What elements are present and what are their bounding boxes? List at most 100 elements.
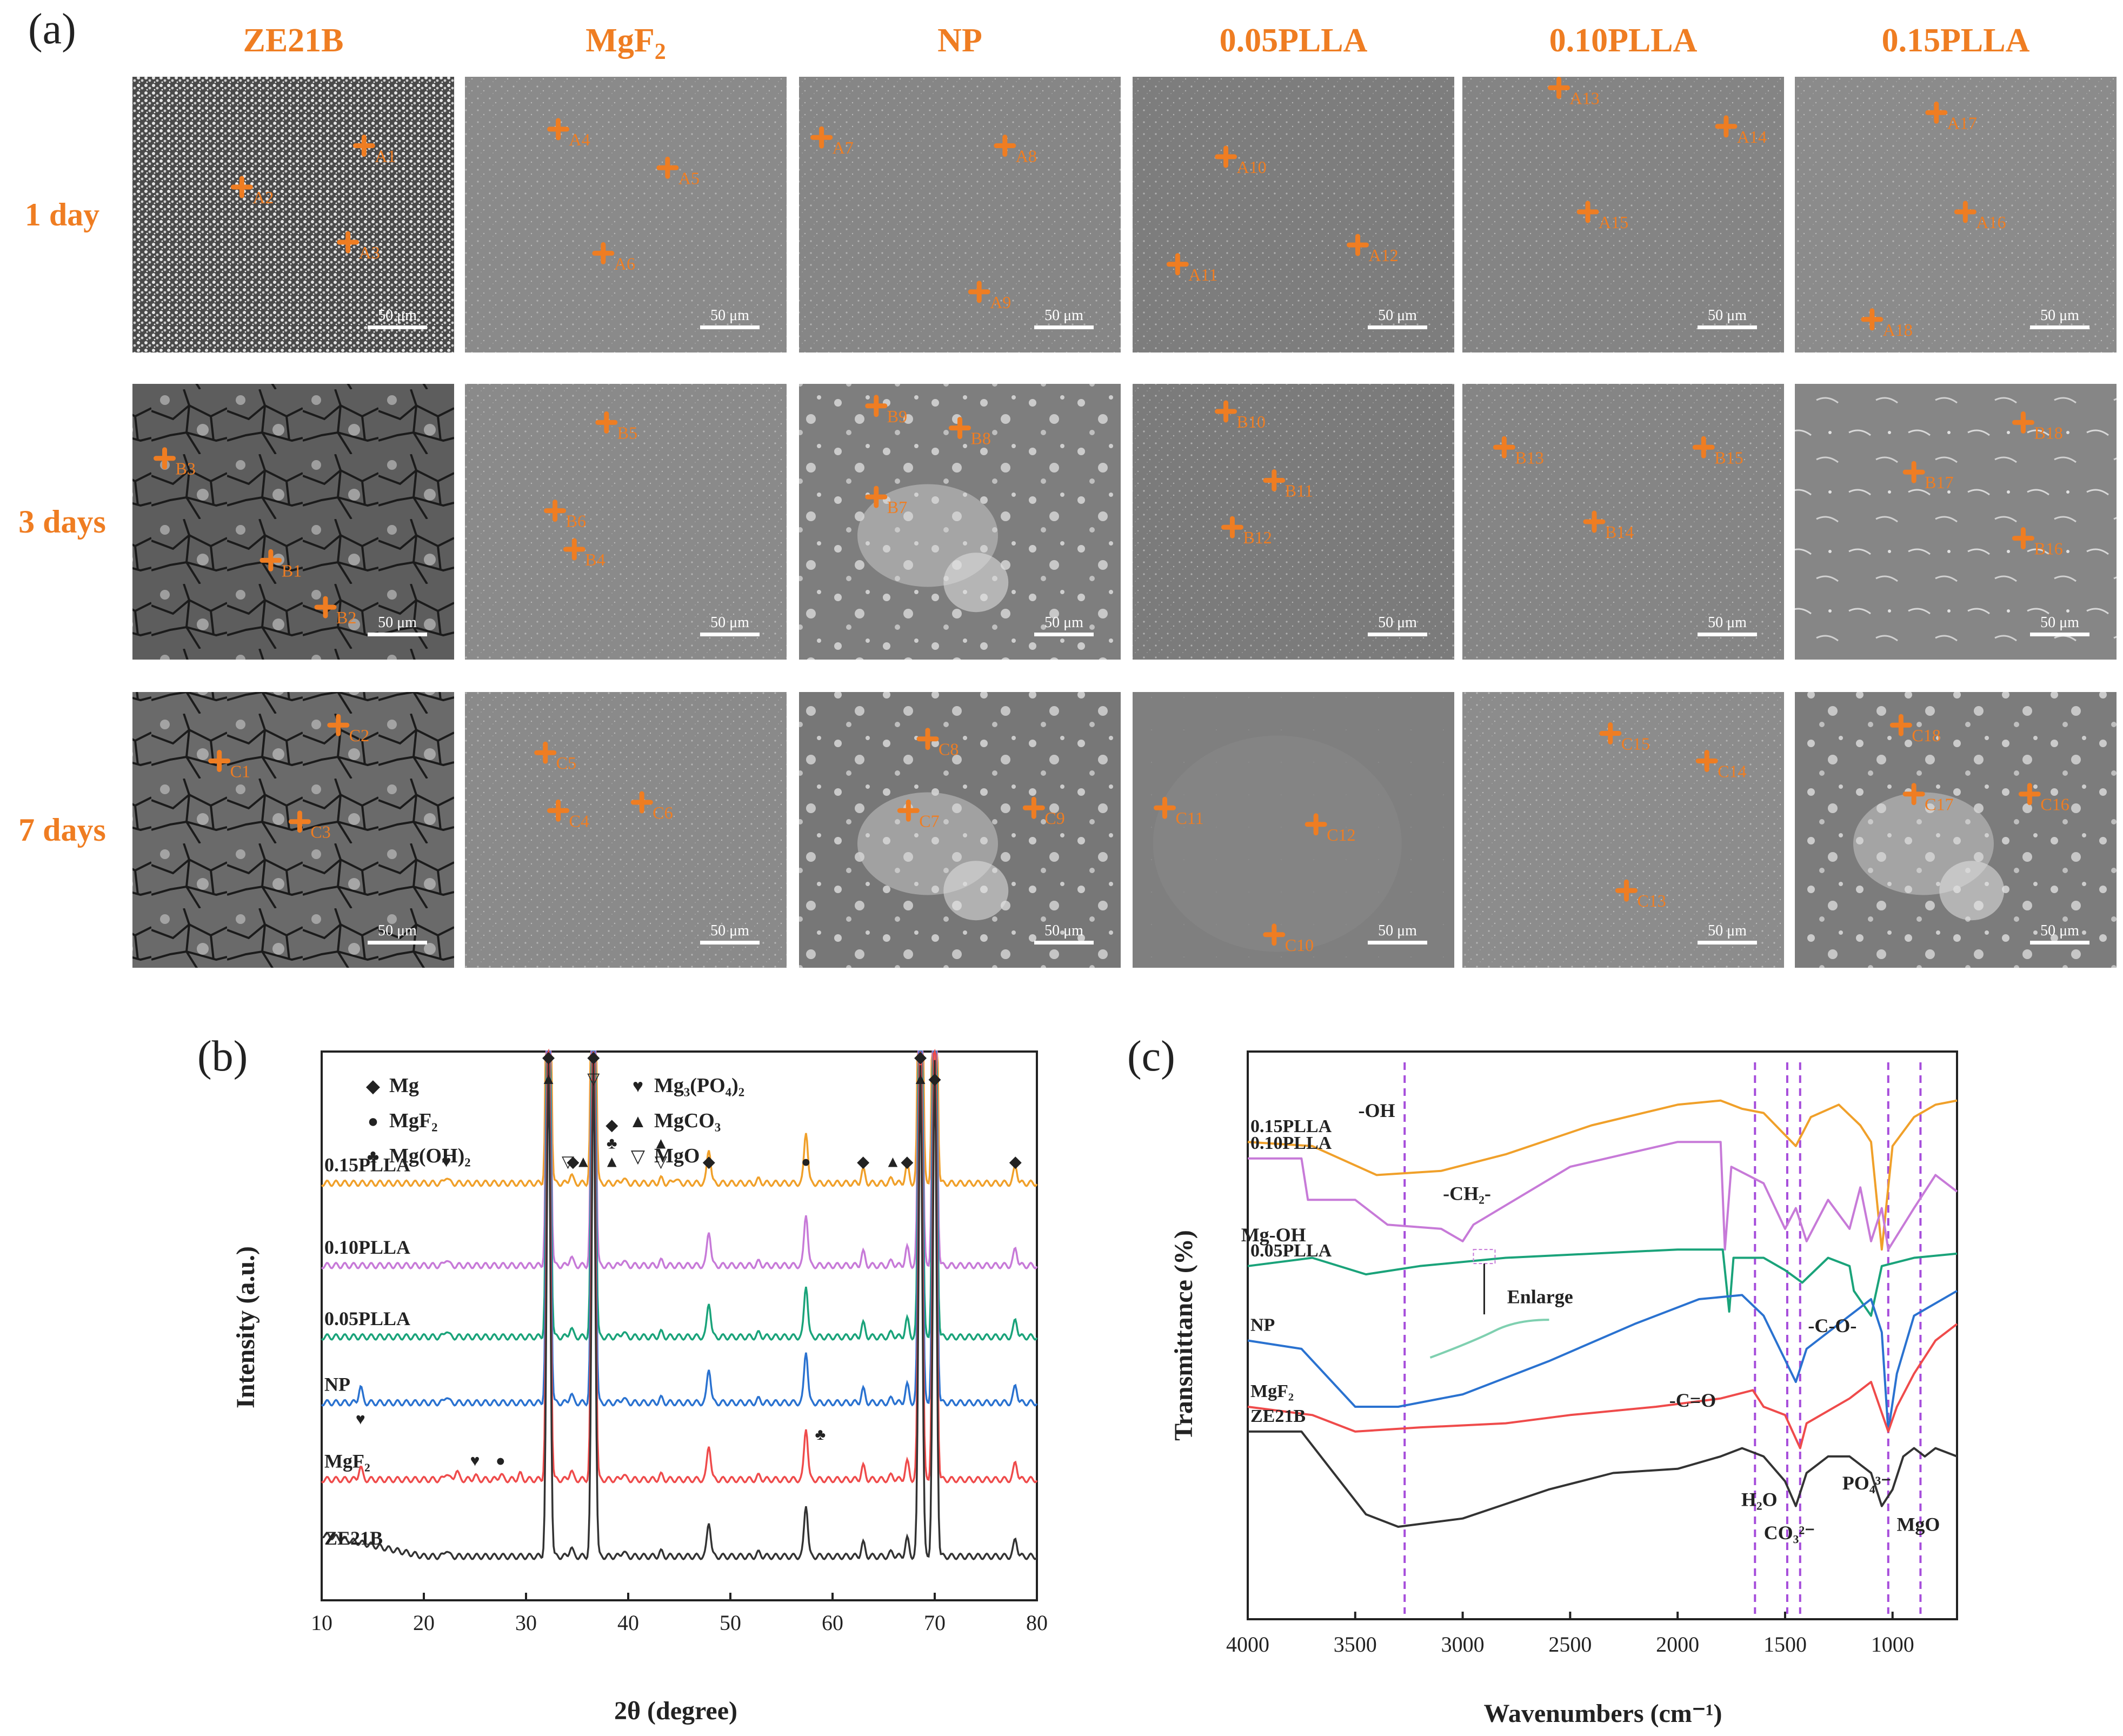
scale-bar-label: 50 μm [378,614,417,631]
point-label: C18 [1912,726,1940,745]
plus-marker-icon [1954,201,1976,223]
scale-bar-label: 50 μm [1044,922,1083,939]
phase-marker: ● [801,1153,811,1171]
point-label: A16 [1976,212,2006,232]
legend-label: MgCO₃ [654,1109,721,1132]
point-label: A10 [1237,157,1267,177]
analysis-point: B12 [1221,516,1272,547]
corrosion-cluster [943,553,1009,613]
legend-label: Mg₃(PO₄)₂ [654,1074,744,1097]
plus-marker-icon [208,750,231,772]
x-tick-label: 50 [720,1611,741,1635]
point-label: B14 [1605,522,1634,542]
analysis-point: B17 [1902,461,1953,492]
sem-image-texture [799,77,1121,352]
scale-bar-label: 50 μm [1708,307,1747,324]
analysis-point: C13 [1615,879,1666,910]
scale-bar [1698,633,1757,636]
analysis-point: A16 [1954,201,2006,232]
ftir-curve-label: 0.10PLLA [1250,1133,1332,1153]
analysis-point: C2 [327,714,369,745]
analysis-point: C4 [547,799,589,830]
band-annotation: CO₃²⁻ [1764,1522,1815,1544]
analysis-point: C17 [1902,783,1953,814]
phase-marker: ▽ [655,1153,667,1171]
analysis-point: C6 [630,791,673,822]
point-label: A2 [252,188,274,207]
phase-marker: ▲ [913,1070,929,1088]
scale-bar-label: 50 μm [378,922,417,939]
sem-image-texture [132,384,454,660]
analysis-point: A1 [352,135,396,166]
plus-marker-icon [1695,750,1718,772]
scale-bar-label: 50 μm [1378,307,1417,324]
point-label: B2 [336,608,356,627]
plus-marker-icon [314,596,337,618]
plus-marker-icon [1889,714,1912,736]
analysis-point: C18 [1889,714,1941,745]
analysis-point: C9 [1022,796,1065,828]
scale-bar [1034,941,1094,945]
sem-image-tile: 50 μm C1 C2 C3 [132,692,454,968]
x-tick-label: 2000 [1656,1632,1699,1657]
x-tick-label: 70 [924,1611,946,1635]
analysis-point: B2 [314,596,356,627]
analysis-point: B13 [1493,436,1544,467]
phase-marker: ◆ [914,1048,927,1066]
sem-image-texture [1133,384,1454,660]
phase-marker: ▲ [604,1153,620,1171]
sem-image-tile: 50 μm A4 A5 A6 [465,77,787,352]
phase-marker: ◆ [605,1116,618,1134]
plus-marker-icon [656,156,679,179]
analysis-point: B15 [1692,436,1743,467]
x-tick-label: 40 [617,1611,639,1635]
point-label: A6 [614,254,635,273]
plus-marker-icon [547,799,570,822]
scale-bar [1034,633,1094,636]
point-label: A1 [375,147,396,166]
point-label: C11 [1176,808,1204,828]
scale-bar [2030,941,2089,945]
x-tick-label: 60 [822,1611,843,1635]
plus-marker-icon [1263,923,1286,946]
analysis-point: B6 [544,500,586,531]
analysis-point: B14 [1583,510,1634,542]
scale-bar-label: 50 μm [1708,614,1747,631]
point-label: A14 [1737,127,1767,147]
scale-bar [700,941,760,945]
sem-image-tile: 50 μm C13 C14 C15 [1462,692,1784,968]
point-label: C3 [310,822,330,842]
band-annotation: -CH₂- [1443,1182,1491,1204]
analysis-point: B1 [259,549,302,580]
analysis-point: A7 [810,126,854,157]
sem-image-texture [132,692,454,968]
ftir-curve-label: NP [1250,1315,1275,1335]
scale-bar-label: 50 μm [2040,307,2079,324]
x-tick-label: 3500 [1334,1632,1377,1657]
band-annotation: -C-O- [1808,1315,1856,1336]
scale-bar [368,941,427,945]
scale-bar-label: 50 μm [1044,614,1083,631]
plus-marker-icon [1347,234,1369,256]
analysis-point: C16 [2018,783,2069,814]
scale-bar [1368,325,1427,329]
panel-c-label: (c) [1127,1033,1175,1080]
enlarged-curve [1429,1319,1549,1359]
analysis-point: A8 [994,135,1037,166]
analysis-point: B4 [563,538,605,569]
scale-bar [1698,941,1757,945]
point-label: A7 [833,138,854,157]
sem-image-tile: 50 μm A10 A11 A12 [1133,77,1454,352]
band-annotation: -OH [1359,1100,1395,1121]
phase-marker: ▲ [575,1153,591,1171]
sem-image-tile: 50 μm A7 A8 A9 [799,77,1121,352]
corrosion-cluster [943,861,1009,921]
column-header: 0.10PLLA [1549,22,1698,59]
analysis-point: A13 [1548,76,1600,108]
plus-marker-icon [327,714,350,736]
band-annotation: PO₄³⁻ [1842,1472,1892,1494]
ftir-series-line [1248,1430,1958,1528]
phase-marker: ♥ [356,1411,365,1428]
plus-marker-icon [897,799,920,822]
phase-marker: ▲ [885,1153,901,1171]
